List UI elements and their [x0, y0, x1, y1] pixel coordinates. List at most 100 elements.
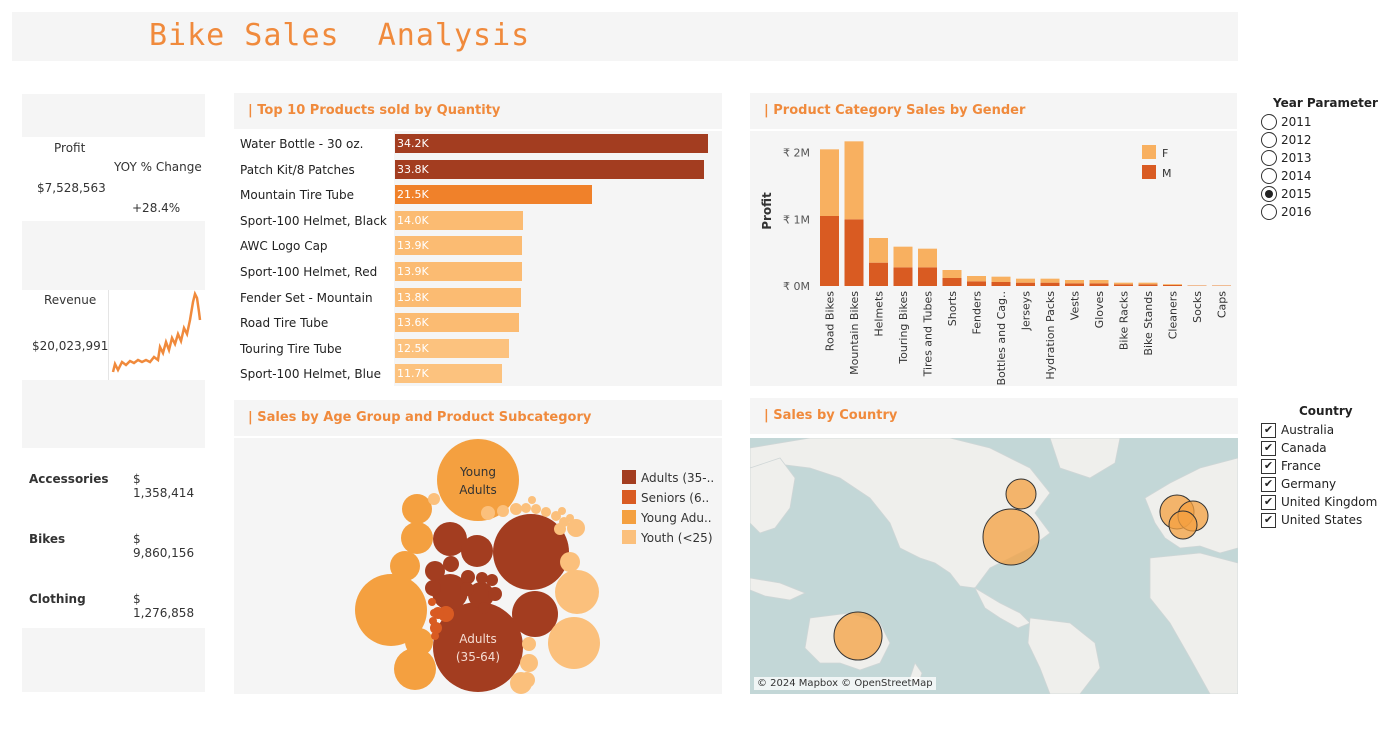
bubble[interactable]	[541, 507, 551, 517]
bubble[interactable]	[510, 503, 522, 515]
bubble[interactable]	[554, 523, 566, 535]
country-checkbox[interactable]: ✔	[1261, 441, 1276, 456]
year-radio-2013[interactable]	[1261, 150, 1277, 166]
country-checkbox[interactable]: ✔	[1261, 513, 1276, 528]
bubble[interactable]	[522, 637, 536, 651]
bubble[interactable]	[510, 672, 532, 694]
country-option-label[interactable]: United States	[1281, 513, 1363, 527]
bubble[interactable]	[520, 654, 538, 672]
gender-bar-m[interactable]	[1138, 284, 1158, 286]
gender-bar-m[interactable]	[1163, 285, 1182, 286]
bubble[interactable]	[405, 628, 433, 656]
gender-bar-f[interactable]	[1065, 280, 1084, 284]
top10-bar[interactable]	[395, 364, 502, 384]
top10-bar[interactable]	[395, 159, 705, 179]
map-attribution[interactable]: © 2024 Mapbox © OpenStreetMap	[754, 677, 936, 690]
year-radio-2015[interactable]	[1261, 186, 1277, 202]
country-checkbox[interactable]: ✔	[1261, 423, 1276, 438]
gender-bar-m[interactable]	[942, 278, 962, 286]
bubble[interactable]	[488, 587, 502, 601]
bubble[interactable]	[558, 507, 566, 515]
top10-bar[interactable]	[395, 262, 523, 281]
bubble[interactable]	[425, 580, 441, 596]
gender-bar-m[interactable]	[1065, 283, 1084, 286]
gender-bar-m[interactable]	[1016, 282, 1035, 286]
top10-bar[interactable]	[395, 287, 522, 307]
year-radio-2012[interactable]	[1261, 132, 1277, 148]
bubble[interactable]	[433, 522, 467, 556]
bubble[interactable]	[481, 506, 495, 520]
bubble[interactable]	[560, 552, 580, 572]
gender-bar-m[interactable]	[844, 219, 864, 286]
year-option-label[interactable]: 2014	[1281, 169, 1312, 183]
bubble[interactable]	[486, 574, 498, 586]
bubble[interactable]	[437, 439, 519, 521]
bubble[interactable]	[431, 632, 439, 640]
bubble[interactable]	[425, 561, 445, 581]
sales-map[interactable]: © 2024 Mapbox © OpenStreetMap	[750, 438, 1238, 694]
gender-bar-f[interactable]	[918, 248, 937, 268]
gender-bar-f[interactable]	[1089, 280, 1109, 284]
bubble[interactable]	[402, 494, 432, 524]
year-option-label[interactable]: 2011	[1281, 115, 1312, 129]
bubble[interactable]	[493, 514, 569, 590]
bubble[interactable]	[461, 570, 475, 584]
bubble[interactable]	[428, 598, 436, 606]
gender-bar-m[interactable]	[1114, 284, 1133, 286]
bubble[interactable]	[531, 504, 541, 514]
bubble[interactable]	[460, 582, 474, 596]
year-option-label[interactable]: 2016	[1281, 205, 1312, 219]
year-radio-2011[interactable]	[1261, 114, 1277, 130]
country-option-label[interactable]: Australia	[1281, 423, 1335, 437]
bubble[interactable]	[355, 574, 427, 646]
country-option-label[interactable]: United Kingdom	[1281, 495, 1378, 509]
gender-bar-f[interactable]	[1016, 278, 1035, 283]
bubble[interactable]	[497, 505, 509, 517]
country-option-label[interactable]: Germany	[1281, 477, 1337, 491]
top10-bar[interactable]	[395, 210, 523, 230]
gender-bar-f[interactable]	[1163, 284, 1182, 285]
top10-bar[interactable]	[395, 185, 592, 205]
bubble[interactable]	[567, 519, 585, 537]
bubble[interactable]	[390, 551, 420, 581]
gender-bar-f[interactable]	[967, 276, 986, 282]
bubble[interactable]	[521, 503, 531, 513]
gender-bar-f[interactable]	[844, 141, 864, 220]
top10-bar[interactable]	[395, 134, 708, 153]
gender-bar-m[interactable]	[1089, 283, 1109, 286]
country-checkbox[interactable]: ✔	[1261, 459, 1276, 474]
gender-bar-m[interactable]	[869, 262, 888, 286]
year-option-label[interactable]: 2012	[1281, 133, 1312, 147]
gender-bar-f[interactable]	[1114, 282, 1133, 285]
year-option-label[interactable]: 2013	[1281, 151, 1312, 165]
country-option-label[interactable]: Canada	[1281, 441, 1327, 455]
bubble[interactable]	[443, 556, 459, 572]
gender-bar-f[interactable]	[893, 246, 913, 268]
country-option-label[interactable]: France	[1281, 459, 1321, 473]
bubble[interactable]	[432, 574, 468, 610]
year-radio-2014[interactable]	[1261, 168, 1277, 184]
gender-bar-m[interactable]	[1040, 282, 1060, 286]
bubble[interactable]	[555, 570, 599, 614]
gender-bar-m[interactable]	[820, 216, 839, 286]
bubble[interactable]	[468, 582, 494, 608]
gender-bar-f[interactable]	[1138, 282, 1158, 285]
gender-bar-f[interactable]	[869, 238, 888, 263]
gender-bar-m[interactable]	[893, 267, 913, 286]
bubble[interactable]	[528, 496, 536, 504]
top10-bar[interactable]	[395, 338, 510, 358]
gender-bar-f[interactable]	[942, 270, 962, 278]
gender-bar-m[interactable]	[967, 281, 986, 286]
gender-bar-m[interactable]	[918, 267, 937, 286]
country-checkbox[interactable]: ✔	[1261, 495, 1276, 510]
bubble[interactable]	[461, 535, 493, 567]
gender-bar-f[interactable]	[1040, 278, 1060, 283]
gender-bar-m[interactable]	[991, 282, 1011, 286]
bubble[interactable]	[512, 591, 558, 637]
bubble[interactable]	[430, 609, 438, 617]
top10-bar[interactable]	[395, 313, 520, 333]
year-option-label[interactable]: 2015	[1281, 187, 1312, 201]
bubble[interactable]	[433, 602, 523, 692]
bubble[interactable]	[551, 511, 561, 521]
bubble[interactable]	[394, 648, 436, 690]
